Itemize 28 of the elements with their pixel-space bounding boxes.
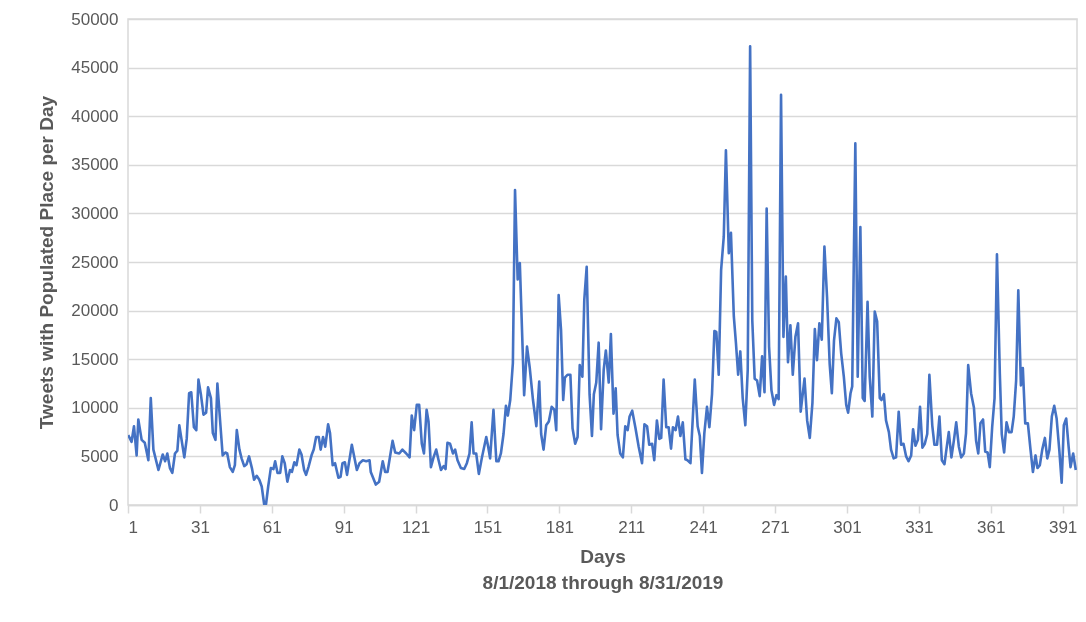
y-tick-label: 0 bbox=[109, 495, 119, 515]
x-tick-label: 121 bbox=[401, 517, 431, 537]
x-tick-label: 271 bbox=[761, 517, 790, 537]
y-axis-title: Tweets with Populated Place per Day bbox=[36, 95, 58, 430]
x-tick-label: 91 bbox=[334, 517, 354, 537]
y-tick-label: 45000 bbox=[71, 58, 119, 78]
y-tick-label: 15000 bbox=[71, 349, 119, 369]
x-tick-label: 361 bbox=[977, 517, 1006, 537]
x-tick-label: 301 bbox=[833, 517, 862, 537]
x-tick-label: 31 bbox=[190, 517, 210, 537]
y-tick-label: 40000 bbox=[71, 106, 119, 126]
y-tick-label: 50000 bbox=[71, 9, 119, 29]
x-axis-title: Days bbox=[580, 545, 626, 567]
x-tick-label: 211 bbox=[618, 517, 646, 537]
x-tick-label: 241 bbox=[689, 517, 718, 537]
y-tick-label: 5000 bbox=[80, 446, 119, 466]
x-tick-label: 181 bbox=[545, 517, 575, 537]
y-tick-label: 30000 bbox=[71, 203, 119, 223]
y-tick-label: 10000 bbox=[71, 398, 119, 418]
y-tick-label: 35000 bbox=[71, 155, 119, 175]
y-tick-label: 25000 bbox=[71, 252, 119, 272]
text: 8/1/2018 through 8/31/2019 bbox=[482, 571, 724, 593]
y-tick-label: 20000 bbox=[71, 301, 119, 321]
x-tick-label: 151 bbox=[473, 517, 503, 537]
x-tick-label: 391 bbox=[1048, 517, 1078, 537]
x-tick-label: 61 bbox=[262, 517, 282, 537]
x-tick-label: 331 bbox=[905, 517, 934, 537]
x-tick-label: 1 bbox=[128, 517, 138, 537]
